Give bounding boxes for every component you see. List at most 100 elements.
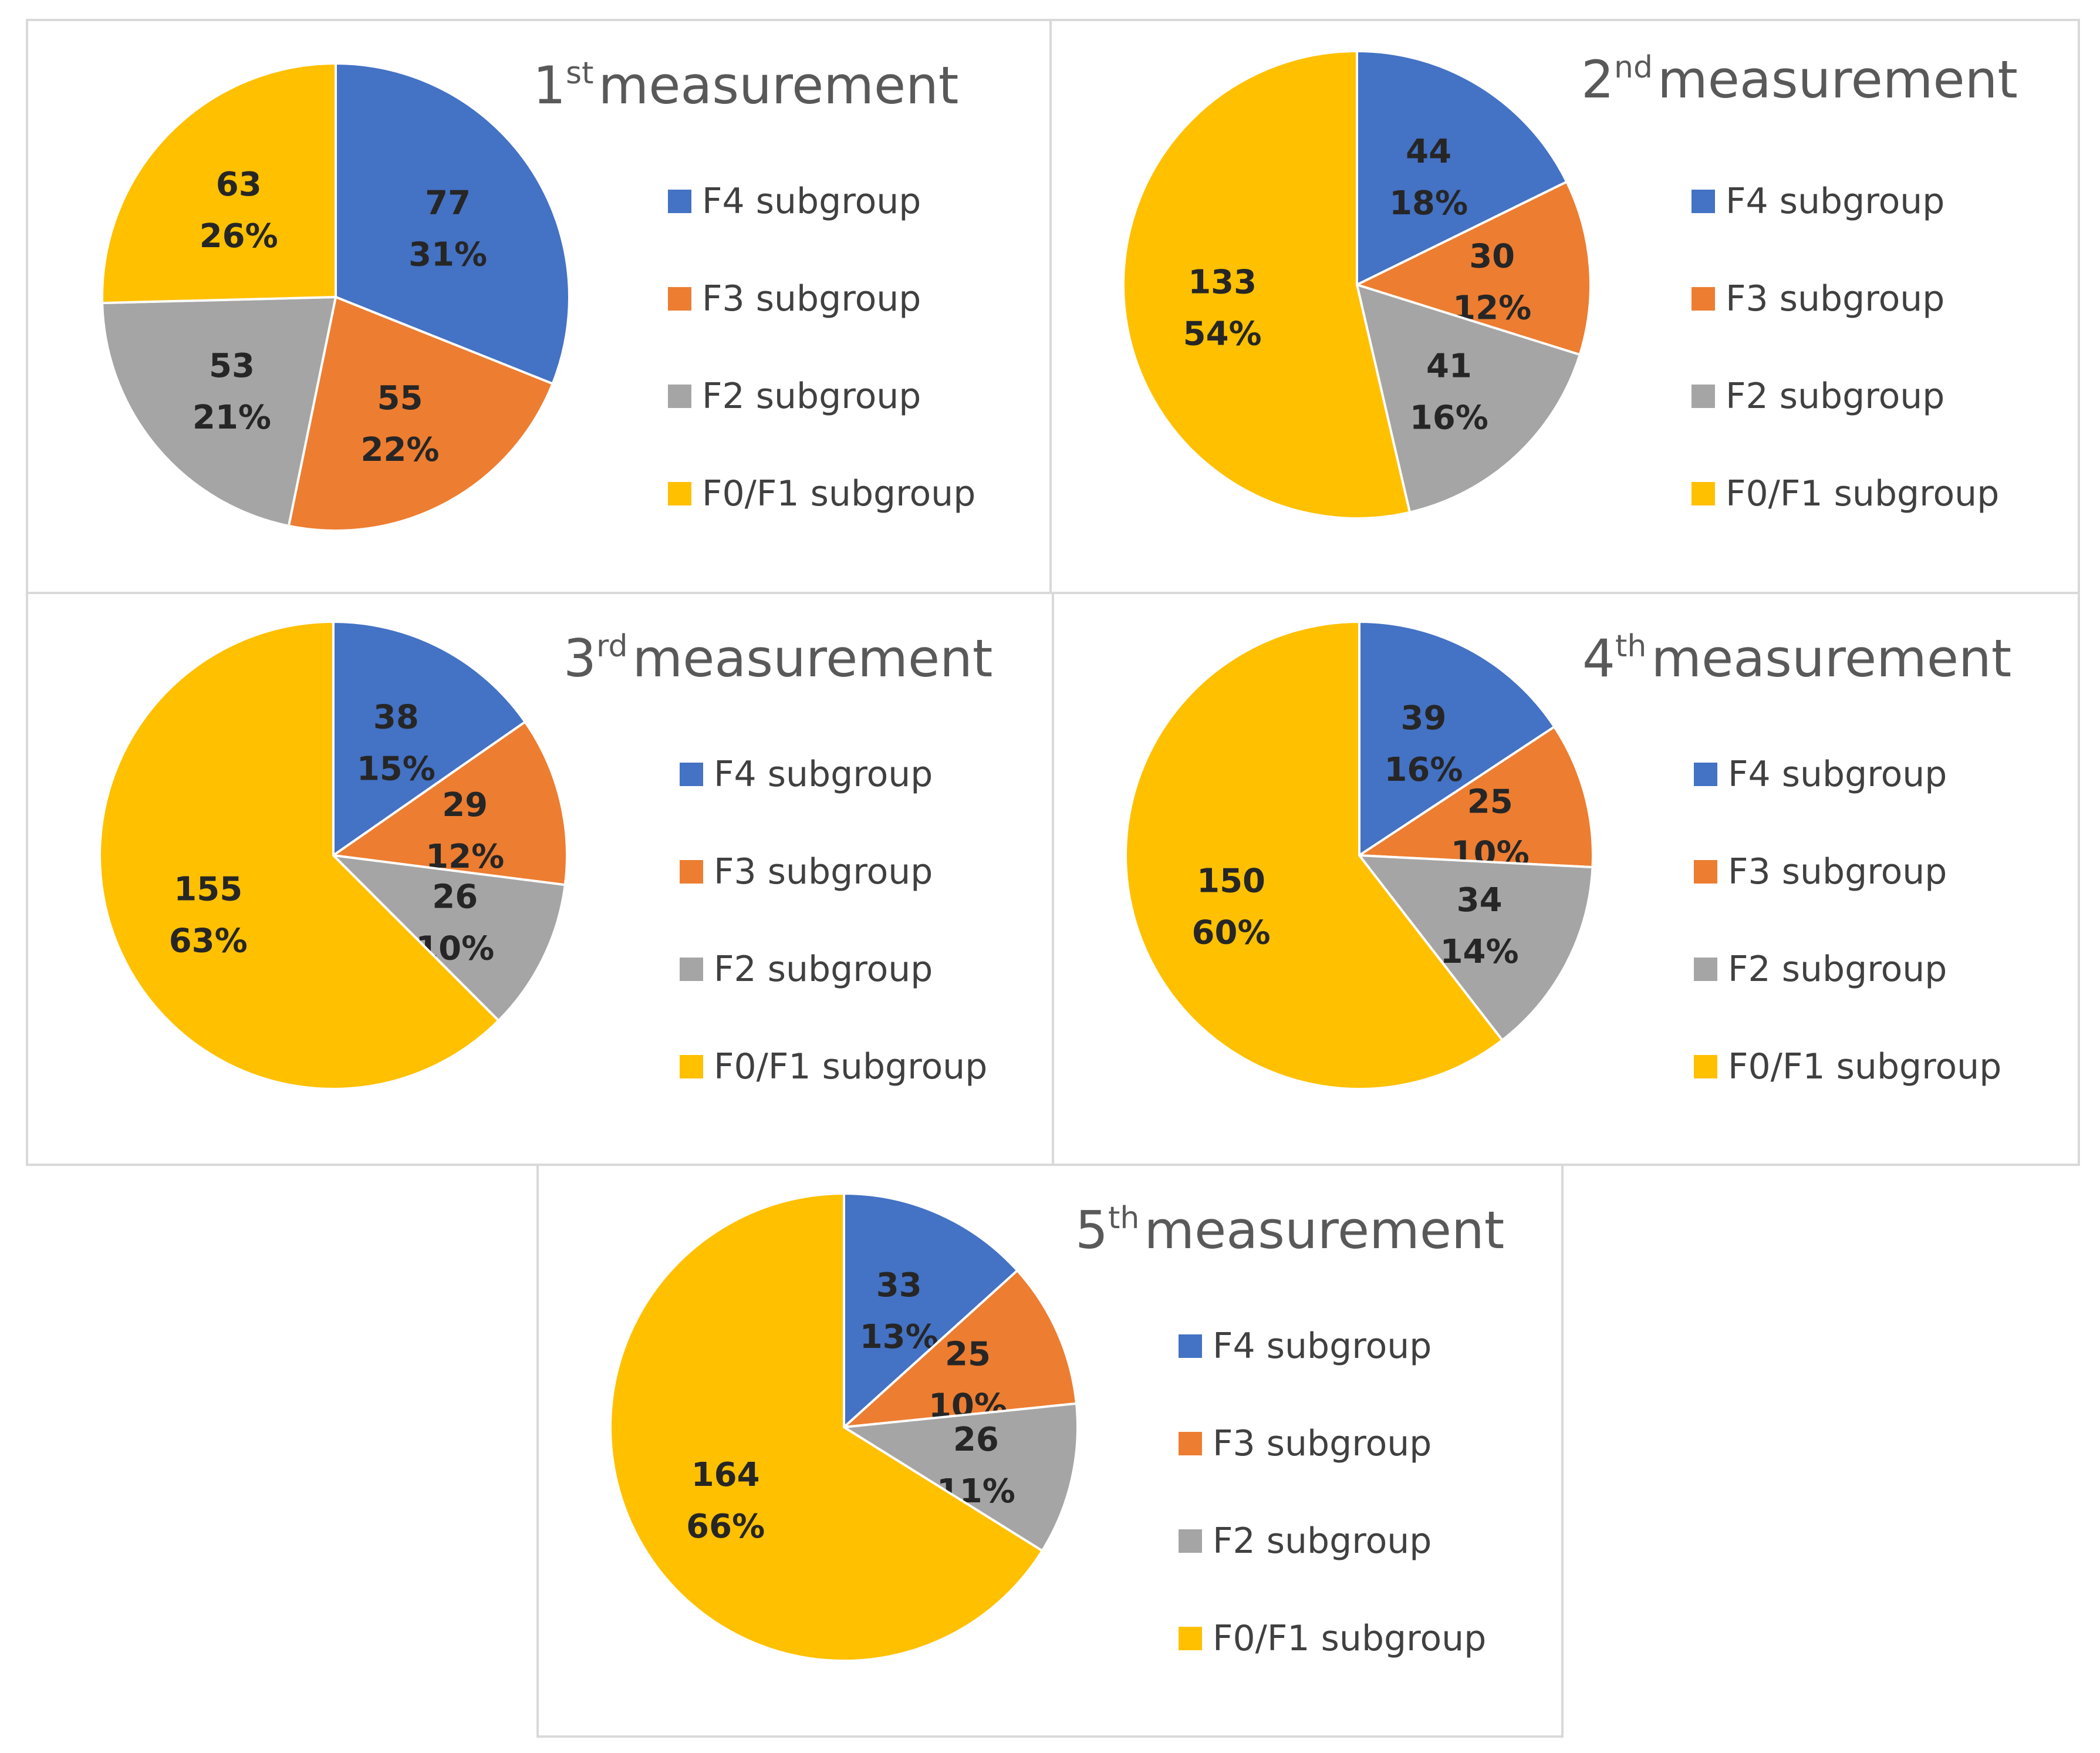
slice-percent-label: 21% [193, 399, 271, 437]
chart-panel-2: 2ndmeasurement 44 18% 30 12% 41 16% 133 54% F4 su… [1049, 19, 2080, 594]
chart-title: 5thmeasurement [1075, 1200, 1504, 1260]
pie-slice-1 [1356, 49, 1569, 287]
legend-label: F3 subgroup [1728, 851, 1947, 892]
legend-label: F4 subgroup [714, 754, 933, 795]
legend-swatch [1692, 287, 1715, 311]
slice-value-label: 63 [216, 166, 262, 204]
slice-percent-label: 14% [1440, 933, 1519, 971]
slice-value-label: 44 [1406, 133, 1451, 171]
pie-slice-3 [1356, 854, 1594, 1042]
legend-label: F2 subgroup [1728, 949, 1947, 990]
chart-title: 1stmeasurement [533, 55, 958, 116]
legend-label: F0/F1 subgroup [714, 1046, 987, 1087]
slice-value-label: 133 [1188, 263, 1257, 301]
chart-panel-4: 4thmeasurement 39 16% 25 10% 34 14% 150 60% F4 su… [1052, 592, 2080, 1166]
pie-slice-3 [1355, 283, 1582, 514]
slice-percent-label: 18% [1389, 184, 1468, 223]
pie-slice-4 [1125, 620, 1504, 1090]
slice-percent-label: 13% [860, 1318, 938, 1356]
slice-value-label: 30 [1469, 237, 1515, 275]
legend-swatch [1179, 1627, 1202, 1650]
slice-value-label: 25 [1467, 783, 1513, 821]
chart-title: 3rdmeasurement [563, 628, 992, 689]
pie-slice-1 [843, 1192, 1019, 1430]
legend-swatch [1179, 1529, 1202, 1553]
pie-slice-3 [330, 854, 567, 1023]
legend-swatch [1179, 1432, 1202, 1455]
slice-value-label: 38 [373, 698, 419, 736]
slice-value-label: 34 [1457, 881, 1503, 919]
legend-label: F3 subgroup [1726, 278, 1944, 319]
legend-swatch [1694, 860, 1717, 884]
pie-slice-2 [1355, 725, 1594, 869]
slice-value-label: 29 [442, 786, 488, 824]
chart-panel-3: 3rdmeasurement 38 15% 29 12% 26 10% 155 63% F4 su… [26, 592, 1054, 1166]
slice-value-label: 39 [1400, 699, 1446, 737]
pie-slice-1 [335, 62, 570, 386]
slice-percent-label: 26% [200, 217, 278, 255]
pie-slice-3 [101, 295, 337, 528]
legend-swatch [680, 860, 703, 884]
legend-swatch [668, 482, 691, 505]
legend-label: F3 subgroup [714, 851, 933, 892]
slice-percent-label: 66% [686, 1508, 765, 1546]
pie-slice-1 [1358, 620, 1557, 858]
legend-swatch [668, 190, 691, 213]
legend-label: F2 subgroup [714, 949, 933, 990]
legend-label: F0/F1 subgroup [1728, 1046, 2001, 1087]
slice-percent-label: 54% [1183, 315, 1262, 353]
slice-value-label: 77 [425, 184, 471, 223]
pie-slice-4 [609, 1192, 1044, 1662]
chart-title: 4thmeasurement [1582, 628, 2011, 689]
pie-slice-4 [1122, 49, 1412, 520]
legend-swatch [680, 763, 703, 786]
legend-label: F2 subgroup [1213, 1521, 1431, 1562]
legend-label: F3 subgroup [702, 278, 921, 319]
slice-percent-label: 31% [408, 236, 487, 274]
legend-swatch [1692, 482, 1715, 505]
pie-slice-4 [101, 62, 337, 305]
slice-percent-label: 16% [1384, 751, 1463, 789]
slice-percent-label: 63% [169, 922, 248, 960]
slice-value-label: 26 [432, 878, 478, 916]
slice-value-label: 55 [377, 379, 423, 417]
legend-swatch [1692, 190, 1715, 213]
pie-slice-3 [840, 1402, 1079, 1553]
chart-panel-1: 1stmeasurement 77 31% 55 22% 53 21% 63 26% F4 sub… [26, 19, 1052, 594]
chart-title: 2ndmeasurement [1581, 49, 2018, 110]
pie-slice-2 [840, 1269, 1078, 1429]
legend-label: F0/F1 subgroup [702, 473, 975, 514]
legend-label: F2 subgroup [702, 376, 921, 417]
legend-label: F2 subgroup [1726, 376, 1944, 417]
pie-slice-2 [330, 720, 568, 886]
legend-label: F4 subgroup [1213, 1326, 1431, 1367]
legend-swatch [1694, 763, 1717, 786]
slice-value-label: 53 [209, 347, 255, 385]
slice-value-label: 33 [876, 1266, 922, 1304]
legend-swatch [1694, 1055, 1717, 1078]
slice-value-label: 164 [691, 1456, 760, 1494]
slice-percent-label: 60% [1192, 914, 1271, 952]
legend-label: F3 subgroup [1213, 1423, 1431, 1464]
legend-swatch [668, 287, 691, 311]
legend-swatch [1694, 958, 1717, 981]
pie-slice-2 [1353, 180, 1592, 356]
legend-swatch [1692, 385, 1715, 408]
slice-percent-label: 15% [357, 750, 435, 788]
pie-slice-2 [287, 295, 555, 532]
legend-swatch [668, 385, 691, 408]
legend-label: F4 subgroup [1728, 754, 1947, 795]
legend-swatch [680, 958, 703, 981]
slice-value-label: 155 [174, 870, 242, 908]
legend-label: F4 subgroup [702, 181, 921, 222]
pie-slice-1 [332, 620, 527, 858]
slice-percent-label: 16% [1410, 399, 1488, 437]
slice-value-label: 26 [953, 1421, 999, 1459]
chart-panel-5: 5thmeasurement 33 13% 25 10% 26 11% 164 66% F4 su… [536, 1164, 1564, 1738]
legend-swatch [1179, 1334, 1202, 1358]
legend-label: F0/F1 subgroup [1213, 1618, 1486, 1659]
slice-value-label: 25 [945, 1335, 991, 1373]
legend-label: F4 subgroup [1726, 181, 1944, 222]
pie-slice-4 [99, 620, 501, 1090]
slice-percent-label: 22% [360, 431, 439, 469]
